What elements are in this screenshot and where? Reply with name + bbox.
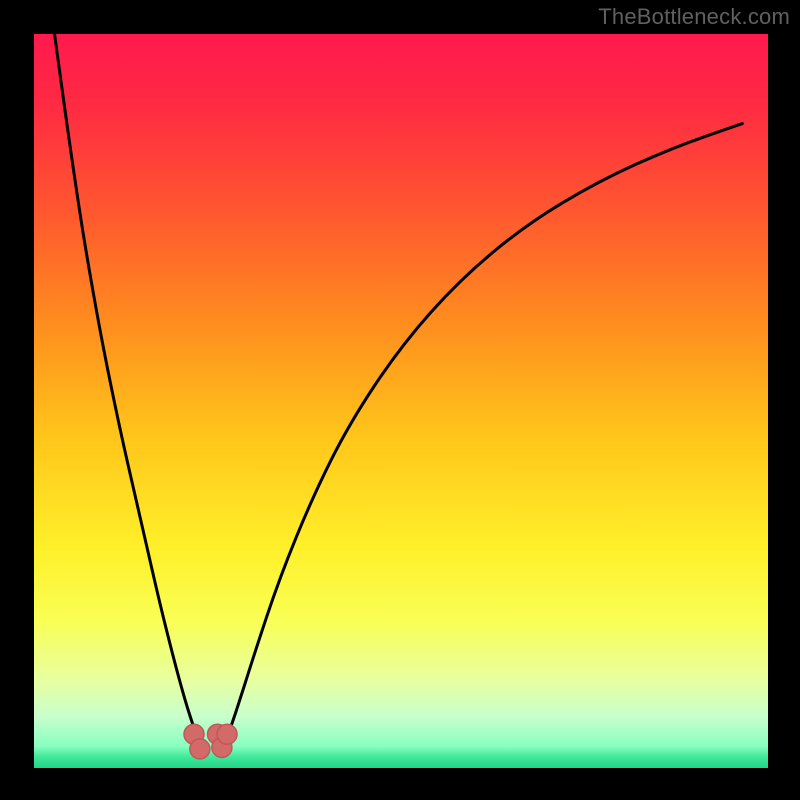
watermark-text: TheBottleneck.com (598, 4, 790, 30)
chart-root: TheBottleneck.com (0, 0, 800, 800)
bottleneck-chart-svg (0, 0, 800, 800)
plot-gradient-area (34, 34, 768, 768)
marker-point (217, 724, 237, 744)
marker-point (190, 739, 210, 759)
